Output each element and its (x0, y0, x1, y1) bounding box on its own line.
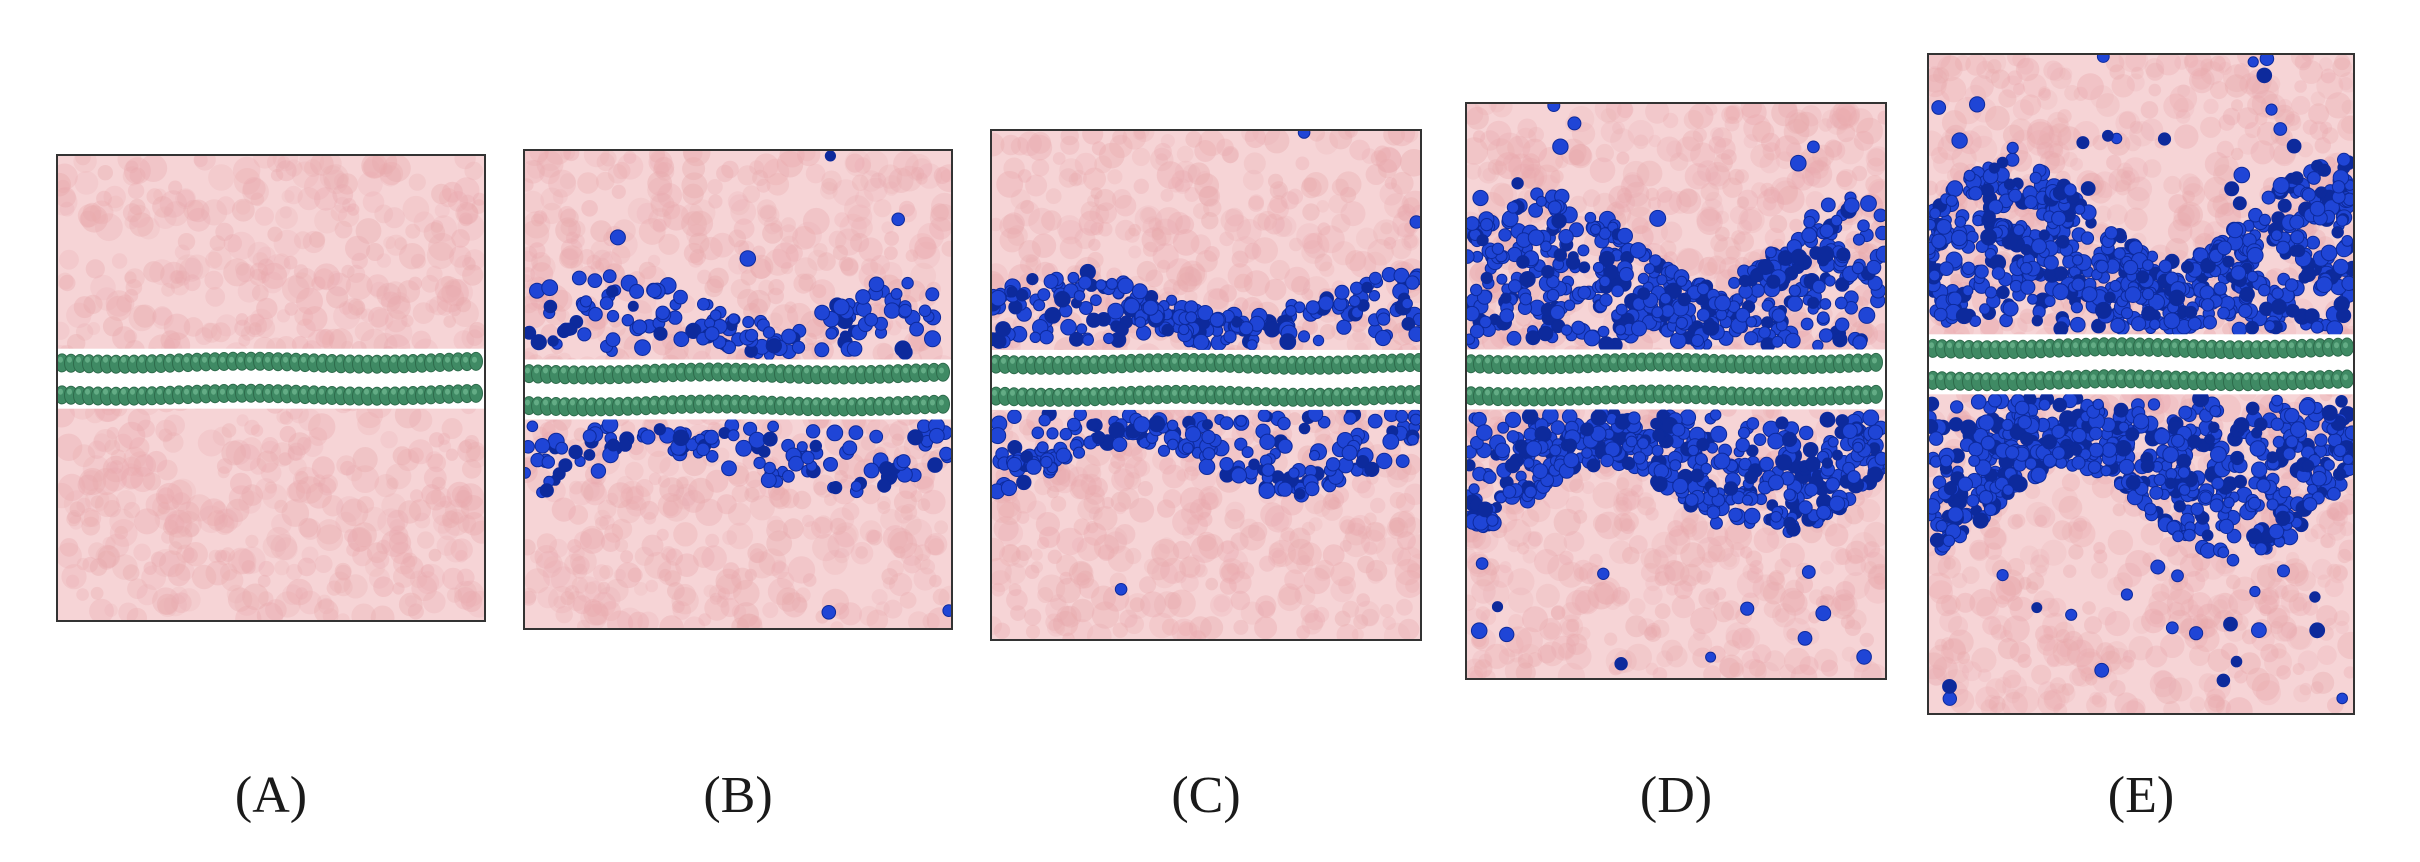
panel-a-render (58, 156, 484, 620)
adsorbed-molecules (992, 131, 1420, 596)
panel-b-render (525, 151, 951, 628)
upper-sheet (58, 351, 483, 374)
adsorbed-molecules (1467, 104, 1885, 671)
upper-sheet (1929, 337, 2353, 360)
panel-label-a: (A) (234, 767, 308, 824)
lower-sheet (58, 383, 483, 406)
panel-d-render (1467, 104, 1885, 678)
simulation-panel-e (1927, 53, 2355, 715)
panel-label-d: (D) (1639, 767, 1713, 824)
adsorbed-molecules (1929, 55, 2353, 706)
lower-sheet (1929, 369, 2353, 392)
simulation-panel-a (56, 154, 486, 622)
panel-c-render (992, 131, 1420, 639)
upper-sheet (1467, 352, 1883, 375)
panel-label-c: (C) (1171, 767, 1241, 824)
lower-sheet (1467, 384, 1883, 407)
lower-sheet (525, 394, 950, 417)
panel-label-e: (E) (2107, 767, 2175, 824)
panel-label-b: (B) (703, 767, 773, 824)
upper-sheet (992, 352, 1420, 375)
simulation-panel-c (990, 129, 1422, 641)
panel-e-render (1929, 55, 2353, 713)
simulation-panel-d (1465, 102, 1887, 680)
upper-sheet (525, 362, 950, 385)
simulation-panel-b (523, 149, 953, 630)
lower-sheet (992, 384, 1420, 407)
adsorbed-molecules (525, 151, 951, 620)
